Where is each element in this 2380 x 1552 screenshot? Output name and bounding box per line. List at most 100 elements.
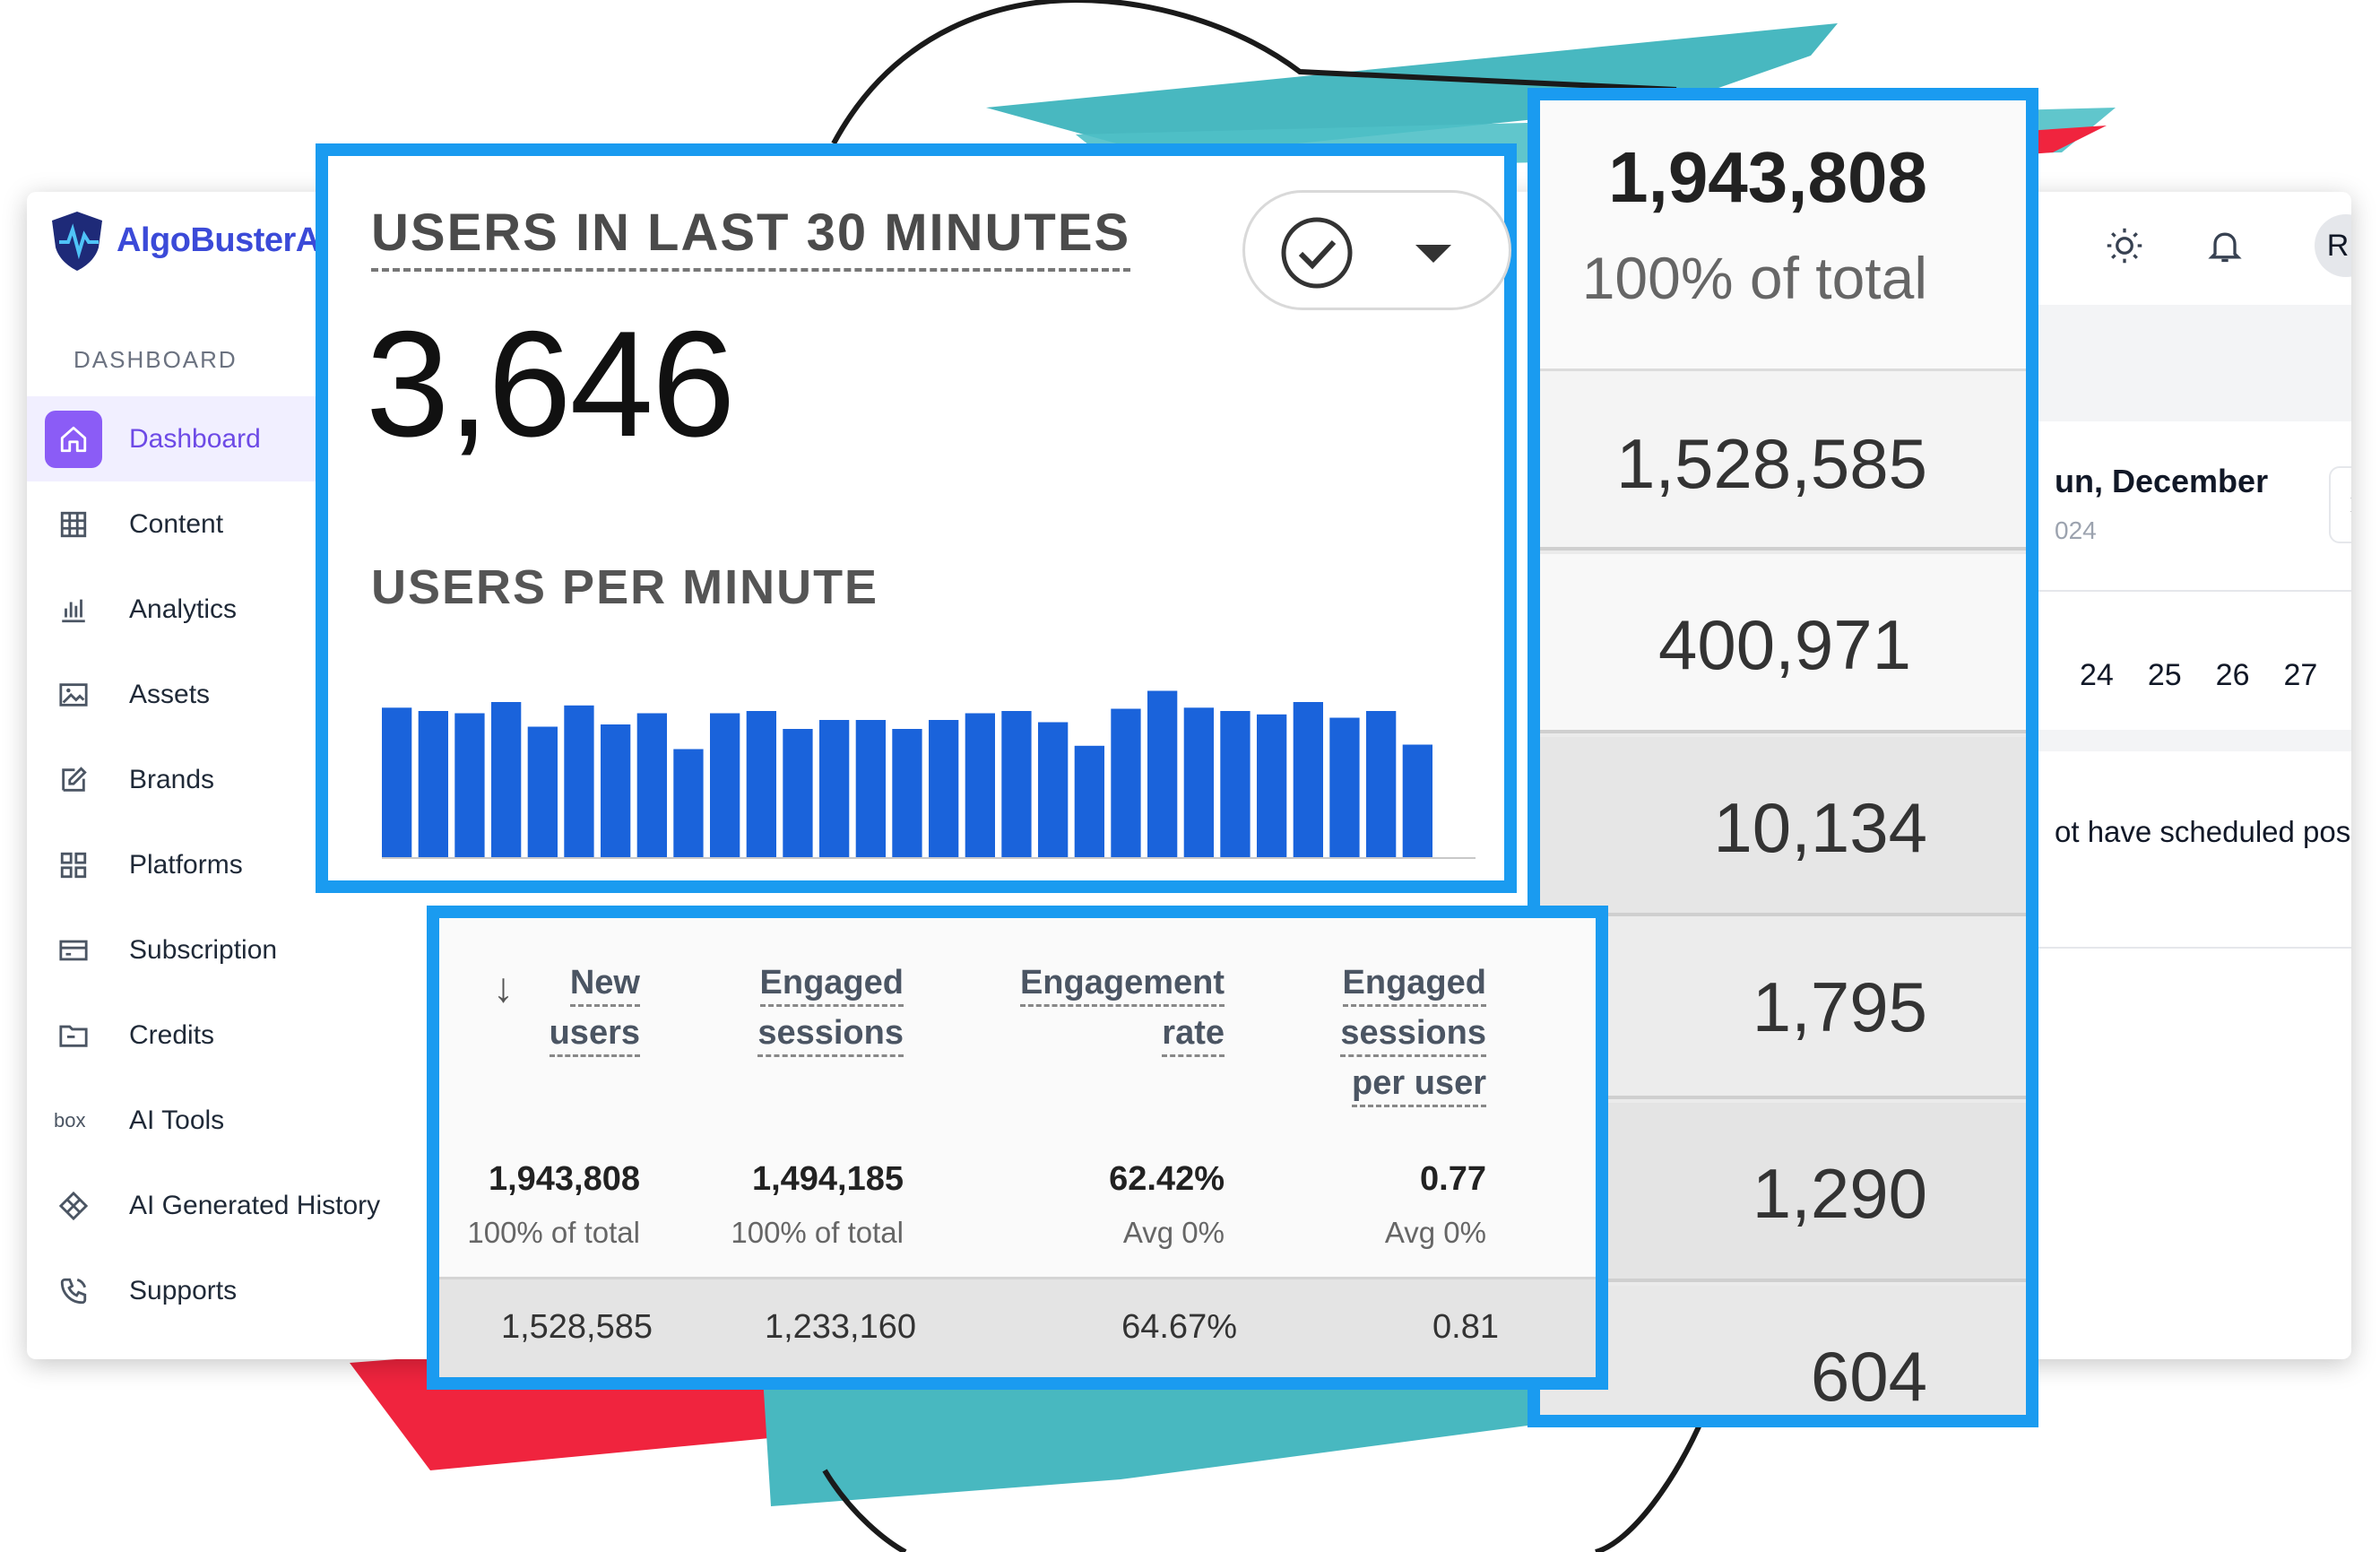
- column-header-new-users[interactable]: New users: [549, 958, 640, 1058]
- chart-bar[interactable]: [929, 720, 959, 859]
- table-row[interactable]: 1,528,585 1,233,160 64.67% 0.81: [439, 1277, 1596, 1377]
- sidebar-item-ai-generated-history[interactable]: AI Generated History: [27, 1163, 385, 1248]
- sidebar-item-label: Content: [129, 508, 224, 539]
- sidebar-item-platforms[interactable]: Platforms: [27, 822, 385, 907]
- header-line: sessions: [1340, 1011, 1486, 1057]
- value-row: 604: [1540, 1286, 2026, 1416]
- value-row: 1,290: [1540, 1103, 2026, 1282]
- chart-bar[interactable]: [855, 720, 886, 859]
- chart-bar[interactable]: [673, 749, 704, 860]
- row-value: 1,528,585: [1615, 424, 1927, 503]
- total-cell: 1,943,808: [488, 1160, 640, 1198]
- sidebar-item-ai-tools[interactable]: box AI Tools: [27, 1078, 385, 1163]
- row-value: 10,134: [1713, 788, 1927, 867]
- header-line: users: [549, 1011, 640, 1057]
- chart-bar[interactable]: [1183, 707, 1214, 859]
- table-cell: 0.81: [1432, 1308, 1499, 1346]
- chart-bar[interactable]: [1366, 711, 1397, 859]
- chart-bar[interactable]: [636, 713, 667, 860]
- calendar-days: 24 25 26 27: [2080, 658, 2317, 693]
- row-value: 604: [1810, 1337, 1927, 1416]
- chart-bar[interactable]: [527, 726, 558, 860]
- calendar-next-button[interactable]: [2329, 466, 2351, 543]
- totals-column-card: 1,943,808 100% of total 1,528,585 400,97…: [1528, 88, 2038, 1427]
- table-cell: 1,528,585: [500, 1308, 653, 1346]
- chart-bar[interactable]: [1038, 722, 1069, 860]
- total-sub-cell: Avg 0%: [1384, 1216, 1486, 1249]
- user-avatar[interactable]: R: [2315, 214, 2351, 277]
- chart-bar[interactable]: [1001, 711, 1032, 859]
- chart-bar[interactable]: [564, 705, 594, 859]
- phone-icon: [45, 1262, 102, 1320]
- chart-bar[interactable]: [892, 729, 922, 859]
- chart-bar[interactable]: [710, 713, 740, 860]
- chevron-right-icon: [2350, 498, 2351, 512]
- sidebar-item-brands[interactable]: Brands: [27, 737, 385, 822]
- calendar-year: 024: [2055, 516, 2097, 544]
- theme-toggle-button[interactable]: [2098, 219, 2151, 273]
- chart-bar[interactable]: [1074, 745, 1104, 859]
- value-row: 1,795: [1540, 920, 2026, 1099]
- totals-top-cell: 1,943,808 100% of total: [1540, 100, 2026, 371]
- row-value: 400,971: [1658, 605, 1911, 684]
- bell-icon: [2208, 232, 2242, 263]
- box-icon: box: [45, 1092, 102, 1149]
- chart-bar[interactable]: [491, 702, 522, 859]
- calendar-title: un, December: [2055, 463, 2269, 499]
- divider: [2035, 947, 2351, 949]
- folder-icon: [45, 1007, 102, 1064]
- home-icon: [45, 410, 102, 468]
- chart-bar[interactable]: [1111, 708, 1141, 860]
- chart-bar[interactable]: [382, 707, 412, 859]
- realtime-users-card: USERS IN LAST 30 MINUTES 3,646 USERS PER…: [316, 143, 1517, 893]
- sidebar-item-subscription[interactable]: Subscription: [27, 907, 385, 993]
- chart-title: USERS PER MINUTE: [371, 560, 879, 614]
- chart-bar[interactable]: [1257, 714, 1287, 859]
- nav-heading: DASHBOARD: [74, 346, 238, 373]
- grid-icon: [45, 496, 102, 553]
- header-line: per user: [1352, 1062, 1486, 1107]
- column-header-engagement-rate[interactable]: Engagement rate: [1019, 958, 1225, 1058]
- sidebar-item-supports[interactable]: Supports: [27, 1248, 385, 1333]
- sidebar-item-analytics[interactable]: Analytics: [27, 567, 385, 652]
- chart-bar[interactable]: [965, 713, 995, 860]
- chart-bar[interactable]: [1402, 744, 1432, 860]
- calendar-day[interactable]: 25: [2147, 658, 2182, 692]
- users-per-minute-chart: [382, 690, 1476, 860]
- chart-bar[interactable]: [1220, 711, 1251, 859]
- realtime-title[interactable]: USERS IN LAST 30 MINUTES: [371, 203, 1131, 272]
- sidebar-item-content[interactable]: Content: [27, 481, 385, 567]
- sidebar-item-assets[interactable]: Assets: [27, 652, 385, 737]
- chart-bar[interactable]: [418, 711, 448, 859]
- metrics-table-card: ↓ New users Engaged sessions Engagement …: [427, 906, 1608, 1390]
- header-line: Engaged: [759, 961, 904, 1007]
- column-header-engaged-sessions-per-user[interactable]: Engaged sessions per user: [1340, 958, 1486, 1108]
- chart-bar[interactable]: [819, 720, 850, 859]
- calendar-day[interactable]: 27: [2283, 658, 2318, 692]
- sidebar-item-label: Brands: [129, 764, 215, 794]
- comparison-dropdown[interactable]: [1242, 190, 1511, 310]
- chart-bar[interactable]: [746, 711, 776, 859]
- calendar-day[interactable]: 24: [2080, 658, 2114, 692]
- sort-down-icon[interactable]: ↓: [493, 964, 514, 1010]
- chart-bar[interactable]: [1147, 690, 1178, 860]
- chart-bar[interactable]: [1293, 702, 1323, 859]
- notifications-button[interactable]: [2198, 219, 2252, 273]
- shield-logo-icon: [52, 212, 102, 271]
- divider: [2035, 590, 2351, 592]
- sidebar-item-credits[interactable]: Credits: [27, 993, 385, 1078]
- table-cell: 1,233,160: [764, 1308, 916, 1346]
- column-header-engaged-sessions[interactable]: Engaged sessions: [757, 958, 904, 1058]
- calendar-day[interactable]: 26: [2215, 658, 2250, 692]
- chart-bar[interactable]: [1329, 717, 1360, 860]
- calendar-empty-message: ot have scheduled pos: [2055, 815, 2351, 848]
- total-cell: 1,494,185: [751, 1160, 904, 1198]
- chart-bar[interactable]: [454, 713, 485, 860]
- sidebar-item-label: Supports: [129, 1275, 238, 1305]
- brand-logo[interactable]: AlgoBusterA: [45, 204, 320, 276]
- edit-icon: [45, 751, 102, 809]
- value-row: 10,134: [1540, 737, 2026, 916]
- chart-bar[interactable]: [783, 729, 813, 859]
- chart-bar[interactable]: [601, 724, 631, 859]
- card-icon: [45, 922, 102, 979]
